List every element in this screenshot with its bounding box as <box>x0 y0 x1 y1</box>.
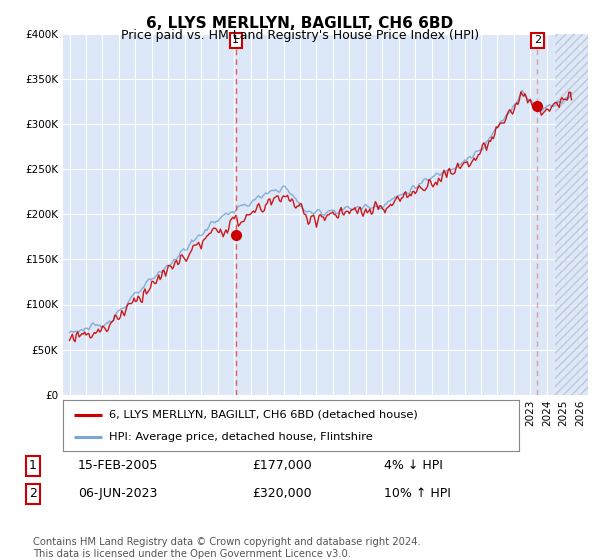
Text: 2: 2 <box>29 487 37 501</box>
Text: £320,000: £320,000 <box>252 487 311 501</box>
Text: 1: 1 <box>29 459 37 473</box>
Text: Price paid vs. HM Land Registry's House Price Index (HPI): Price paid vs. HM Land Registry's House … <box>121 29 479 42</box>
Text: 1: 1 <box>232 35 239 45</box>
Text: 06-JUN-2023: 06-JUN-2023 <box>78 487 157 501</box>
Text: 10% ↑ HPI: 10% ↑ HPI <box>384 487 451 501</box>
Text: HPI: Average price, detached house, Flintshire: HPI: Average price, detached house, Flin… <box>109 432 373 442</box>
Text: 15-FEB-2005: 15-FEB-2005 <box>78 459 158 473</box>
Bar <box>555 34 596 395</box>
Text: 2: 2 <box>534 35 541 45</box>
Text: Contains HM Land Registry data © Crown copyright and database right 2024.
This d: Contains HM Land Registry data © Crown c… <box>33 537 421 559</box>
Text: 6, LLYS MERLLYN, BAGILLT, CH6 6BD: 6, LLYS MERLLYN, BAGILLT, CH6 6BD <box>146 16 454 31</box>
Text: 6, LLYS MERLLYN, BAGILLT, CH6 6BD (detached house): 6, LLYS MERLLYN, BAGILLT, CH6 6BD (detac… <box>109 409 418 419</box>
Text: 4% ↓ HPI: 4% ↓ HPI <box>384 459 443 473</box>
Text: £177,000: £177,000 <box>252 459 312 473</box>
